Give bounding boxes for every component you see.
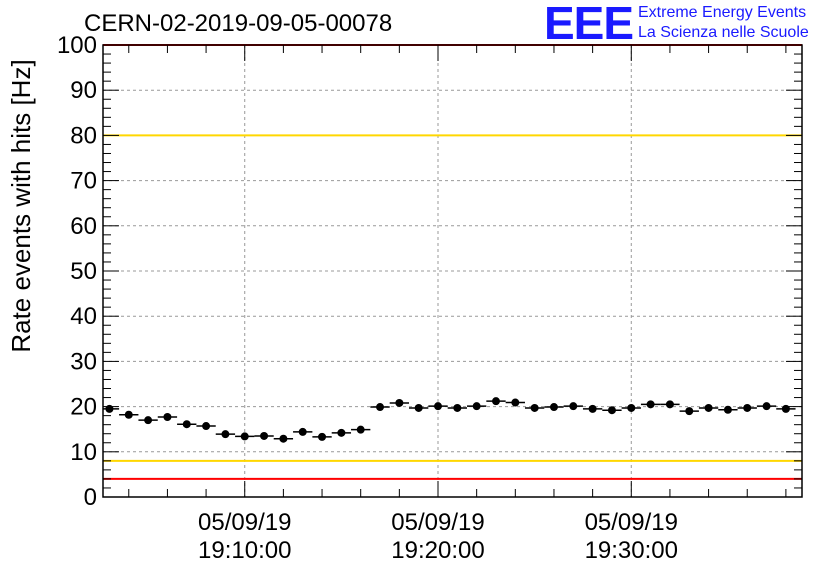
data-point xyxy=(105,404,114,413)
data-point xyxy=(144,416,153,425)
x-tick-time: 19:10:00 xyxy=(198,537,291,564)
axes: 010203040506070809010005/09/1919:10:0005… xyxy=(57,32,803,564)
data-point xyxy=(356,425,365,434)
data-point xyxy=(723,405,732,414)
data-point xyxy=(472,402,481,411)
y-tick-label: 90 xyxy=(70,77,97,104)
data-point xyxy=(549,403,558,412)
x-tick-time: 19:20:00 xyxy=(391,537,484,564)
x-tick-date: 05/09/19 xyxy=(391,509,484,536)
eee-logo: EEE xyxy=(544,0,634,49)
y-axis-label: Rate events with hits [Hz] xyxy=(6,59,36,352)
x-tick-time: 19:30:00 xyxy=(585,537,678,564)
data-point xyxy=(124,410,133,419)
y-tick-label: 0 xyxy=(84,484,97,511)
data-point xyxy=(395,398,404,407)
data-point xyxy=(627,403,636,412)
y-tick-label: 20 xyxy=(70,394,97,421)
data-point xyxy=(414,403,423,412)
y-tick-label: 10 xyxy=(70,439,97,466)
data-point xyxy=(453,403,462,412)
data-point xyxy=(260,431,269,440)
reference-lines xyxy=(103,44,802,480)
data-point xyxy=(202,422,211,431)
plot-frame xyxy=(102,44,803,498)
y-tick-label: 50 xyxy=(70,258,97,285)
data-point xyxy=(511,398,520,407)
data-point xyxy=(337,428,346,437)
data-point xyxy=(781,404,790,413)
y-tick-label: 80 xyxy=(70,122,97,149)
x-tick-date: 05/09/19 xyxy=(585,509,678,536)
y-tick-label: 40 xyxy=(70,303,97,330)
y-tick-label: 100 xyxy=(57,32,97,59)
data-point xyxy=(685,407,694,416)
y-tick-label: 30 xyxy=(70,348,97,375)
data-point xyxy=(221,430,230,439)
data-point xyxy=(530,403,539,412)
data-point xyxy=(665,400,674,409)
data-point xyxy=(182,420,191,429)
y-tick-label: 60 xyxy=(70,213,97,240)
logo-line-1: Extreme Energy Events xyxy=(638,4,807,21)
data-point xyxy=(607,406,616,415)
logo-line-2: La Scienza nelle Scuole xyxy=(638,24,809,41)
data-point xyxy=(646,400,655,409)
data-point xyxy=(163,412,172,421)
data-point xyxy=(743,403,752,412)
y-tick-label: 70 xyxy=(70,168,97,195)
data-point xyxy=(279,434,288,443)
data-point xyxy=(762,402,771,411)
data-point xyxy=(704,403,713,412)
data-point xyxy=(318,432,327,441)
chart-title: CERN-02-2019-09-05-00078 xyxy=(84,10,393,37)
data-point xyxy=(491,397,500,406)
data-points xyxy=(103,397,796,443)
data-point xyxy=(434,402,443,411)
data-point xyxy=(376,403,385,412)
data-point xyxy=(569,402,578,411)
data-point xyxy=(588,404,597,413)
data-point xyxy=(298,427,307,436)
data-point xyxy=(240,432,249,441)
x-tick-date: 05/09/19 xyxy=(198,509,291,536)
